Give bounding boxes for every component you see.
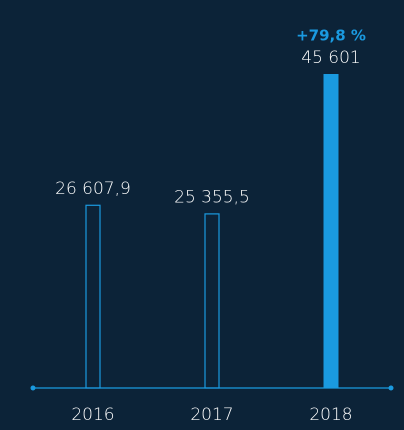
value-label: 25 355,5 [174, 187, 250, 207]
value-label: 45 601 [301, 48, 360, 68]
bar [323, 74, 339, 388]
x-tick-label: 2018 [309, 405, 352, 425]
axis-end [30, 385, 36, 391]
axis-end [388, 385, 394, 391]
bar [85, 204, 101, 389]
bar [204, 213, 220, 389]
x-tick-label: 2017 [190, 405, 233, 425]
x-tick-label: 2016 [71, 405, 114, 425]
annotation: +79,8 % [296, 27, 366, 45]
value-label: 26 607,9 [55, 179, 131, 199]
